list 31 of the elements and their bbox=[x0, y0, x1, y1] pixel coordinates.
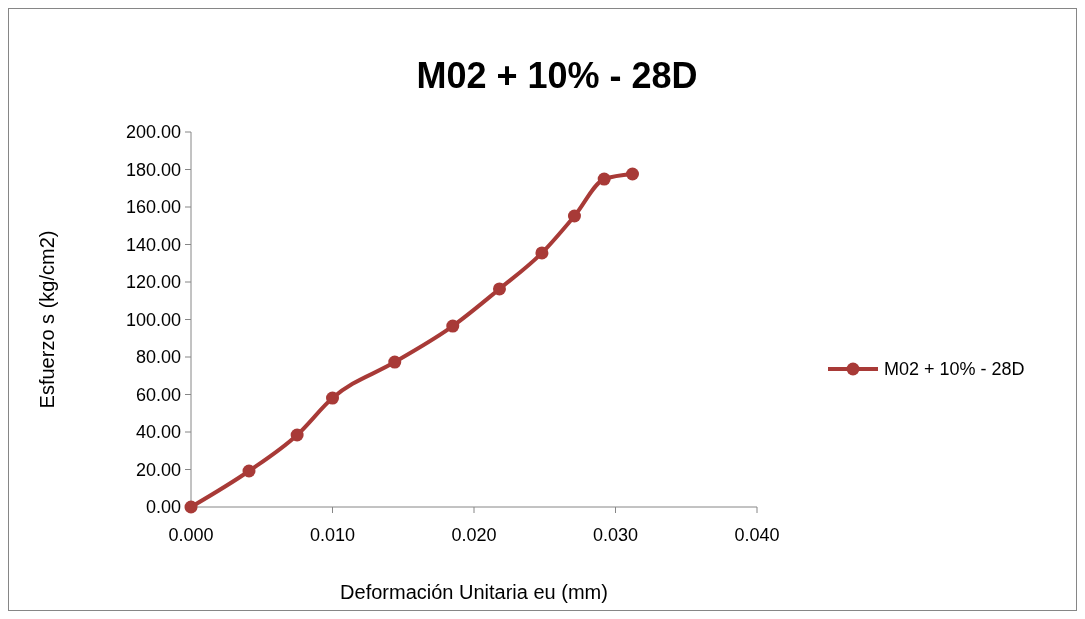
y-tick-label: 100.00 bbox=[125, 309, 181, 330]
point bbox=[326, 391, 339, 405]
y-tick-label: 20.00 bbox=[135, 459, 181, 480]
point bbox=[242, 464, 256, 478]
y-tick-label: 160.00 bbox=[125, 197, 181, 218]
y-tick-label: 40.00 bbox=[135, 422, 181, 443]
point bbox=[388, 355, 402, 369]
point bbox=[446, 319, 460, 333]
x-tick-label: 0.000 bbox=[168, 525, 214, 545]
point bbox=[597, 172, 611, 186]
chart-title: M02 + 10% - 28D bbox=[416, 55, 698, 96]
y-tick-label: 180.00 bbox=[125, 159, 181, 180]
point bbox=[567, 209, 581, 223]
point bbox=[625, 167, 639, 181]
y-axis-title: Esfuerzo s (kg/cm2) bbox=[36, 230, 58, 409]
y-tick-label: 80.00 bbox=[135, 347, 181, 368]
x-tick-label: 0.040 bbox=[734, 525, 780, 545]
x-axis-title: Deformación Unitaria eu (mm) bbox=[340, 581, 608, 603]
y-tick-label: 140.00 bbox=[125, 234, 181, 255]
y-tick-label: 200.00 bbox=[125, 122, 181, 143]
y-tick-label: 120.00 bbox=[125, 272, 181, 293]
point bbox=[492, 282, 506, 296]
y-tick-label: 60.00 bbox=[135, 384, 181, 405]
y-tick-label: 0.00 bbox=[145, 497, 181, 518]
x-tick-label: 0.010 bbox=[309, 525, 356, 545]
point bbox=[535, 246, 549, 260]
x-tick-label: 0.030 bbox=[592, 525, 639, 545]
legend-label: M02 + 10% - 28D bbox=[884, 359, 1025, 380]
x-tick-label: 0.020 bbox=[451, 525, 497, 545]
point bbox=[290, 428, 304, 442]
point bbox=[184, 500, 198, 514]
